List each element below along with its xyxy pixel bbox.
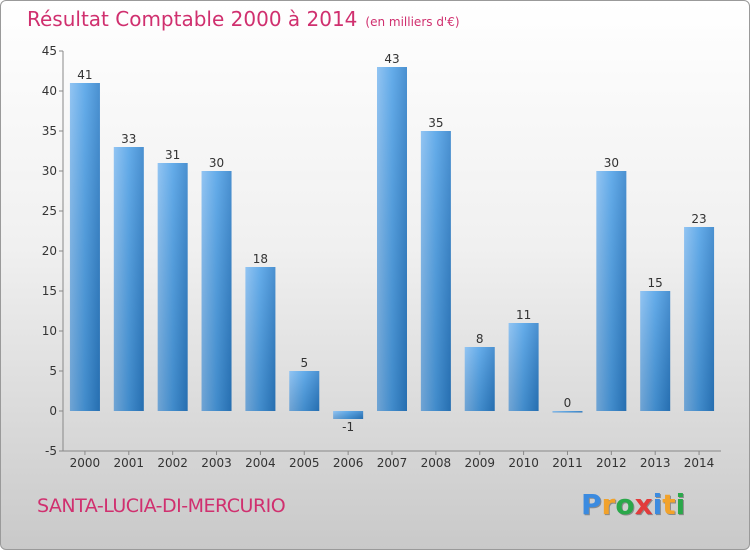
data-label: 0 xyxy=(564,396,572,410)
data-label: 30 xyxy=(604,156,619,170)
bar-shade xyxy=(420,131,451,411)
bar-shade xyxy=(552,411,583,413)
bars xyxy=(69,67,715,419)
axes: -5 0 5 10 15 20 25 30 35 40 45 2000 2001 2002 2003 2004… xyxy=(42,44,721,470)
x-tick-label: 2011 xyxy=(552,456,583,470)
logo-letter: x xyxy=(634,488,653,521)
bar-shade xyxy=(596,171,627,411)
chart-title: Résultat Comptable 2000 à 2014 (en millie… xyxy=(27,7,460,31)
data-label: 31 xyxy=(165,148,180,162)
x-tick-label: 2009 xyxy=(464,456,495,470)
value-labels: 41 33 31 30 18 5 -1 43 35 8 11 0 30 15 23 xyxy=(77,52,706,434)
x-tick-label: 2005 xyxy=(289,456,320,470)
data-label: 35 xyxy=(428,116,443,130)
logo-letter: t xyxy=(662,488,676,521)
x-tick-label: 2008 xyxy=(421,456,452,470)
logo-letter: P xyxy=(581,488,602,521)
bar-shade xyxy=(245,267,276,411)
data-label: 23 xyxy=(691,212,706,226)
data-label: 11 xyxy=(516,308,531,322)
bar-shade xyxy=(113,147,144,411)
bar-shade xyxy=(684,227,715,411)
logo-letter: r xyxy=(601,488,616,521)
bar-shade xyxy=(201,171,232,411)
bar-shade xyxy=(289,371,320,411)
y-tick-label: -5 xyxy=(45,444,57,458)
x-tick-label: 2006 xyxy=(333,456,364,470)
data-label: 15 xyxy=(648,276,663,290)
y-tick-label: 35 xyxy=(42,124,57,138)
y-tick-label: 45 xyxy=(42,44,57,58)
data-label: 5 xyxy=(300,356,308,370)
proxiti-logo: Proxiti xyxy=(581,488,685,521)
data-label: -1 xyxy=(342,420,354,434)
data-label: 43 xyxy=(384,52,399,66)
y-tick-label: 0 xyxy=(49,404,57,418)
logo-letter: i xyxy=(675,488,686,521)
data-label: 41 xyxy=(77,68,92,82)
chart-unit: (en milliers d'€) xyxy=(365,15,460,29)
bar-shade xyxy=(69,83,100,411)
y-tick-label: 20 xyxy=(42,244,57,258)
x-tick-label: 2010 xyxy=(508,456,539,470)
logo-letter: o xyxy=(615,488,635,521)
y-tick-label: 15 xyxy=(42,284,57,298)
data-label: 30 xyxy=(209,156,224,170)
x-tick-label: 2000 xyxy=(70,456,101,470)
x-tick-label: 2014 xyxy=(684,456,715,470)
bar-shade xyxy=(157,163,188,411)
y-tick-label: 40 xyxy=(42,84,57,98)
x-tick-label: 2004 xyxy=(245,456,276,470)
data-label: 33 xyxy=(121,132,136,146)
chart-title-text: Résultat Comptable 2000 à 2014 xyxy=(27,7,358,31)
y-tick-label: 10 xyxy=(42,324,57,338)
bar-shade xyxy=(508,323,539,411)
y-tick-label: 5 xyxy=(49,364,57,378)
data-label: 18 xyxy=(253,252,268,266)
data-label: 8 xyxy=(476,332,484,346)
bar-shade xyxy=(333,411,364,419)
y-tick-label: 30 xyxy=(42,164,57,178)
x-tick-label: 2003 xyxy=(201,456,232,470)
bar-shade xyxy=(640,291,671,411)
x-tick-label: 2002 xyxy=(157,456,188,470)
x-tick-label: 2007 xyxy=(377,456,408,470)
x-tick-label: 2001 xyxy=(114,456,145,470)
place-name: SANTA-LUCIA-DI-MERCURIO xyxy=(37,495,286,517)
bar-shade xyxy=(377,67,407,411)
x-tick-label: 2013 xyxy=(640,456,671,470)
x-tick-label: 2012 xyxy=(596,456,627,470)
bar-shade xyxy=(464,347,495,411)
logo-letter: i xyxy=(652,488,663,521)
y-tick-label: 25 xyxy=(42,204,57,218)
